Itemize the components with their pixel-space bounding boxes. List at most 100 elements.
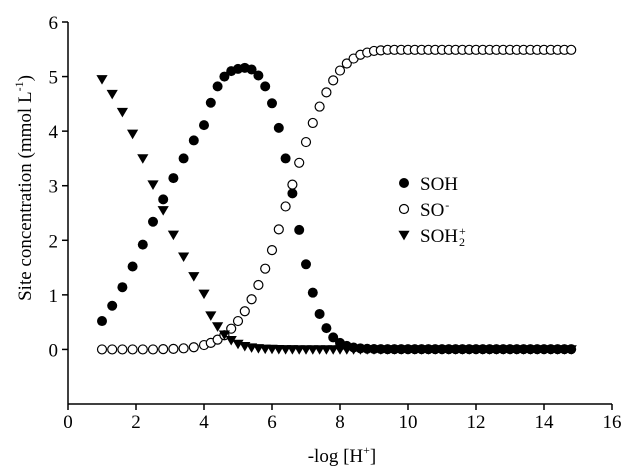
data-point <box>198 289 210 300</box>
data-point <box>188 272 200 282</box>
data-point <box>117 282 128 293</box>
data-point <box>287 179 298 190</box>
data-point <box>137 239 148 250</box>
y-axis-label: Site concentration (mmol L-1) <box>12 75 36 301</box>
data-point <box>158 344 169 355</box>
y-tick-label: 6 <box>49 13 59 34</box>
y-tick-label: 2 <box>49 231 59 252</box>
data-point <box>127 344 138 355</box>
data-point <box>188 135 199 146</box>
data-point <box>307 287 318 298</box>
y-axis-label-end: ) <box>15 75 36 81</box>
data-point <box>314 101 325 112</box>
data-point <box>565 345 577 355</box>
data-point <box>232 315 244 327</box>
legend-item-2: SOH +2 <box>398 224 466 249</box>
data-point <box>321 323 332 334</box>
data-point <box>148 216 158 227</box>
data-point <box>205 97 216 108</box>
x-tick-label: 4 <box>199 412 209 433</box>
data-point <box>116 107 128 118</box>
data-point <box>97 316 107 327</box>
data-point <box>168 343 179 354</box>
x-ticks: 0 2 4 6 8 10 12 14 16 <box>63 404 622 433</box>
data-point <box>253 70 264 81</box>
data-point <box>96 344 108 355</box>
data-point <box>127 129 139 140</box>
data-point <box>267 98 277 109</box>
data-point <box>280 153 291 164</box>
data-point <box>96 75 108 85</box>
data-point <box>212 81 223 92</box>
data-point <box>157 206 169 216</box>
data-point <box>107 344 118 355</box>
data-point <box>168 173 179 184</box>
data-point <box>158 194 169 205</box>
legend-marker <box>399 178 409 188</box>
data-point <box>188 342 199 353</box>
data-point <box>300 136 312 148</box>
data-point <box>287 188 298 199</box>
y-tick-label: 5 <box>49 68 59 89</box>
data-point <box>328 332 339 343</box>
legend-item-1: SO - <box>398 198 449 221</box>
data-point <box>246 64 257 75</box>
data-point <box>178 153 189 164</box>
data-point <box>147 180 159 190</box>
data-point <box>199 120 209 131</box>
data-point <box>328 75 339 86</box>
x-axis-label: -log [H+] <box>308 443 377 467</box>
data-point <box>205 311 217 321</box>
series-0 <box>97 62 577 355</box>
x-tick-label: 0 <box>63 412 73 433</box>
x-tick-label: 16 <box>603 412 622 433</box>
data-point <box>137 344 148 355</box>
data-point <box>147 344 159 355</box>
y-tick-label: 1 <box>49 286 59 307</box>
x-tick-label: 6 <box>267 412 277 433</box>
series-1 <box>96 44 577 355</box>
data-point <box>280 201 291 212</box>
series-2 <box>96 75 577 355</box>
data-point <box>266 245 278 256</box>
legend-item-0: SOH <box>399 174 458 195</box>
data-point <box>178 252 190 262</box>
legend: SOH SO - SOH +2 <box>398 174 466 249</box>
y-axis-label-main: Site concentration (mmol L <box>15 91 36 300</box>
data-point <box>273 122 284 133</box>
data-point <box>294 224 305 235</box>
data-point <box>341 58 352 69</box>
legend-marker <box>398 203 410 215</box>
data-point <box>219 71 230 82</box>
data-point <box>260 263 271 274</box>
y-tick-label: 3 <box>49 177 59 198</box>
data-point <box>273 224 284 235</box>
legend-label: SOH <box>420 174 458 195</box>
data-point <box>239 306 250 317</box>
data-point <box>307 117 318 129</box>
legend-label-sup: - <box>445 198 449 212</box>
data-point <box>117 344 128 355</box>
data-point <box>253 279 264 291</box>
data-point <box>137 154 149 164</box>
data-point <box>246 294 257 305</box>
x-tick-label: 14 <box>535 412 555 433</box>
legend-label: SO <box>420 200 444 221</box>
data-point <box>314 308 325 319</box>
y-ticks: 0 1 2 3 4 5 6 <box>49 13 68 361</box>
legend-label-name: SO <box>420 200 444 221</box>
y-axis-label-sup: -1 <box>12 81 26 91</box>
data-point <box>218 330 230 341</box>
x-axis-label-main: -log [H <box>308 446 364 467</box>
x-tick-label: 10 <box>399 412 418 433</box>
x-axis-label-sup: + <box>363 443 370 457</box>
legend-marker <box>398 230 410 241</box>
data-point <box>260 81 271 92</box>
x-tick-label: 8 <box>335 412 345 433</box>
x-tick-label: 12 <box>467 412 486 433</box>
legend-label-sub: 2 <box>459 235 465 249</box>
y-tick-label: 4 <box>49 122 59 143</box>
data-point <box>167 230 179 241</box>
